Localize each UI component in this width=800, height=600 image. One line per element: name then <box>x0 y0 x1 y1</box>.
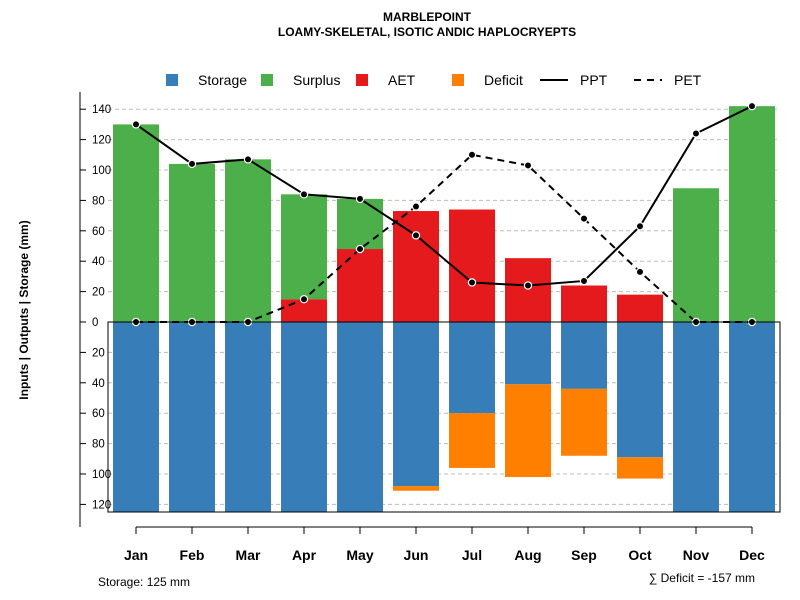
deficit-bar-jun <box>393 486 439 491</box>
aet-bar-jul <box>449 209 495 322</box>
legend-label-storage: Storage <box>198 72 247 88</box>
y-tick-label--40: 40 <box>92 378 105 390</box>
y-tick-label--60: 60 <box>92 408 105 420</box>
legend-swatch-storage <box>166 74 178 86</box>
pet-point-sep <box>579 214 589 223</box>
ppt-point-may <box>355 194 365 204</box>
deficit-bar-sep <box>561 388 607 456</box>
storage-bar-jun <box>393 322 439 487</box>
legend-swatch-deficit <box>452 74 464 86</box>
y-tick-label-20: 20 <box>92 287 105 299</box>
ppt-point-jun <box>411 231 421 240</box>
surplus-bar-mar <box>225 159 271 322</box>
ppt-line <box>135 105 753 287</box>
pet-point-oct <box>635 267 645 277</box>
legend-label-aet: AET <box>388 72 416 88</box>
x-tick-label-feb: Feb <box>180 547 205 563</box>
y-tick-label-80: 80 <box>92 195 105 207</box>
pet-point-may <box>355 244 365 254</box>
storage-bar-mar <box>225 322 271 512</box>
pet-point-apr <box>299 295 309 304</box>
deficit-bar-aug <box>505 384 551 478</box>
ppt-point-jul <box>467 278 477 287</box>
storage-capacity-note: Storage: 125 mm <box>98 575 190 589</box>
storage-bar-apr <box>281 322 327 512</box>
storage-bar-dec <box>729 322 775 512</box>
storage-bar-sep <box>561 322 607 389</box>
gridlines <box>108 108 780 505</box>
y-tick-label-40: 40 <box>92 256 105 268</box>
x-tick-label-nov: Nov <box>683 547 710 563</box>
deficit-sum-note: ∑ Deficit = -157 mm <box>649 571 755 585</box>
surplus-bar-apr <box>281 194 327 300</box>
y-tick-label--80: 80 <box>92 439 105 451</box>
aet-bar-oct <box>617 294 663 322</box>
y-tick-label--100: 100 <box>92 469 111 481</box>
storage-bar-nov <box>673 322 719 512</box>
legend-swatch-aet <box>356 74 368 86</box>
storage-bar-jan <box>113 322 159 512</box>
surplus-bar-dec <box>729 106 775 322</box>
x-tick-label-oct: Oct <box>628 547 652 563</box>
y-tick-label-140: 140 <box>92 104 111 116</box>
y-tick-label-120: 120 <box>92 135 111 147</box>
pet-point-jun <box>411 202 421 211</box>
aet-bar-jun <box>393 211 439 322</box>
surplus-bar-nov <box>673 188 719 322</box>
legend-label-ppt: PPT <box>580 72 608 88</box>
x-tick-label-may: May <box>346 547 373 563</box>
ppt-point-dec <box>747 101 757 111</box>
ppt-point-jan <box>131 120 141 129</box>
deficit-bar-jul <box>449 413 495 468</box>
chart-subtitle: LOAMY-SKELETAL, ISOTIC ANDIC HAPLOCRYEPT… <box>278 25 576 39</box>
line-series <box>131 101 757 327</box>
x-tick-label-jul: Jul <box>462 547 482 563</box>
legend: Storage Surplus AET Deficit PPT PET <box>166 72 702 88</box>
aet-bar-may <box>337 249 383 322</box>
x-tick-label-apr: Apr <box>292 547 317 563</box>
ppt-point-feb <box>187 159 197 169</box>
ppt-point-aug <box>523 281 533 290</box>
storage-bar-feb <box>169 322 215 512</box>
storage-bar-may <box>337 322 383 512</box>
y-tick-label-0: 0 <box>92 317 98 329</box>
ppt-point-mar <box>243 155 253 164</box>
surplus-bar-feb <box>169 163 215 322</box>
x-tick-label-mar: Mar <box>236 547 261 563</box>
axes: 140 120 100 80 60 40 20 0 20 40 60 80 100 120 Jan Feb Ma… <box>79 92 781 563</box>
x-tick-label-jun: Jun <box>404 547 429 563</box>
ppt-point-nov <box>691 129 701 138</box>
surplus-bar-may <box>337 198 383 250</box>
storage-bar-oct <box>617 322 663 458</box>
bar-series <box>113 106 775 512</box>
aet-bar-aug <box>505 258 551 322</box>
y-tick-label--120: 120 <box>92 499 111 511</box>
pet-point-aug <box>523 161 533 170</box>
y-axis-label: Inputs | Outputs | Storage (mm) <box>17 220 31 399</box>
y-tick-label--20: 20 <box>92 347 105 359</box>
deficit-bar-oct <box>617 457 663 479</box>
x-tick-label-aug: Aug <box>514 547 541 563</box>
legend-label-deficit: Deficit <box>484 72 523 88</box>
ppt-point-sep <box>579 276 589 286</box>
x-tick-label-jan: Jan <box>124 547 148 563</box>
legend-label-pet: PET <box>674 72 702 88</box>
surplus-bar-jan <box>113 124 159 323</box>
x-tick-label-dec: Dec <box>739 547 765 563</box>
storage-bar-aug <box>505 322 551 385</box>
ppt-point-apr <box>299 190 309 199</box>
y-tick-label-60: 60 <box>92 226 105 238</box>
chart-title: MARBLEPOINT <box>383 10 472 24</box>
legend-swatch-surplus <box>261 74 273 86</box>
pet-point-jul <box>467 150 477 159</box>
storage-bar-jul <box>449 322 495 414</box>
legend-label-surplus: Surplus <box>293 72 340 88</box>
storage-frame <box>107 321 781 513</box>
x-tick-label-sep: Sep <box>571 547 597 563</box>
y-tick-label-100: 100 <box>92 165 111 177</box>
ppt-point-oct <box>635 222 645 231</box>
aet-bar-sep <box>561 285 607 322</box>
